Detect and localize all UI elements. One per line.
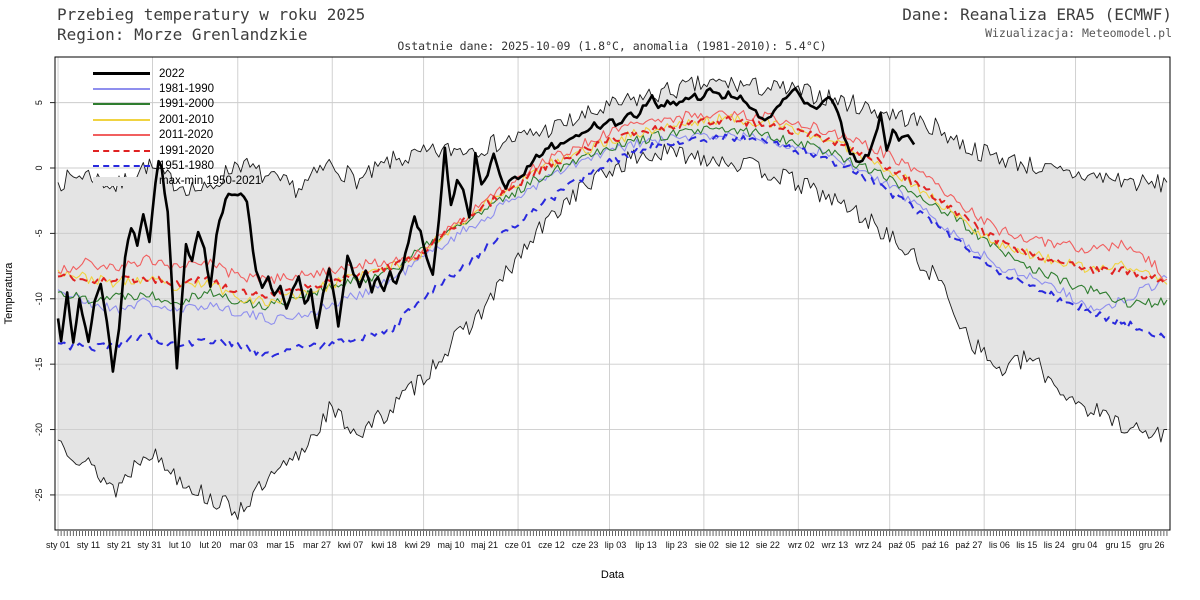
x-tick-label: sty 11	[77, 540, 100, 550]
legend-item-1991-2020: 1991-2020	[93, 143, 261, 158]
series-line-1991-2020	[57, 115, 1168, 299]
legend-label: 1991-2020	[159, 144, 214, 157]
page-title: Przebieg temperatury w roku 2025	[57, 5, 366, 24]
source-header: Dane: Reanaliza ERA5 (ECMWF) Wizualizacj…	[902, 5, 1172, 41]
y-tick-label: -10	[34, 292, 44, 305]
x-tick-label: wrz 24	[854, 540, 882, 550]
legend-swatch-1981-1990-line	[93, 88, 150, 91]
legend-swatch-2001-2010-line	[93, 118, 150, 121]
legend-label: max-min 1950-2021	[159, 175, 262, 188]
x-tick-label: lip 23	[666, 540, 688, 550]
x-tick-label: sie 02	[695, 540, 719, 550]
x-tick-label: kwi 29	[405, 540, 431, 550]
x-tick-label: paź 16	[922, 540, 949, 550]
data-source-label: Dane: Reanaliza ERA5 (ECMWF)	[902, 5, 1172, 24]
legend-item-2022: 2022	[93, 66, 261, 81]
x-tick-label: kwi 18	[371, 540, 397, 550]
y-tick-label: -5	[34, 229, 44, 237]
series-line-2011-2020	[57, 109, 1168, 285]
legend-item-1981-1990: 1981-1990	[93, 81, 261, 96]
min-boundary-line	[57, 143, 1168, 520]
x-tick-label: mar 03	[230, 540, 258, 550]
legend-swatch-2011-2020-line	[93, 134, 150, 137]
x-tick-label: wrz 02	[787, 540, 815, 550]
legend-label: 1981-1990	[159, 83, 214, 96]
x-axis-title: Data	[601, 569, 625, 581]
y-tick-label: 0	[34, 165, 44, 170]
x-tick-label: lis 15	[1016, 540, 1037, 550]
x-tick-label: cze 12	[538, 540, 565, 550]
legend-label: 2022	[159, 67, 185, 80]
legend-label: 1951-1980	[159, 160, 214, 173]
x-tick-label: kwi 07	[338, 540, 364, 550]
x-tick-label: lip 03	[605, 540, 627, 550]
x-tick-label: gru 15	[1105, 540, 1131, 550]
x-tick-label: paź 05	[888, 540, 915, 550]
x-tick-label: sie 22	[756, 540, 780, 550]
legend-item-max-min-band: max-min 1950-2021	[93, 174, 261, 189]
legend-label: 2001-2010	[159, 113, 214, 126]
x-tick-label: maj 21	[471, 540, 498, 550]
legend-label: 2011-2020	[159, 129, 214, 142]
x-tick-label: sty 01	[46, 540, 70, 550]
legend-item-1951-1980: 1951-1980	[93, 158, 261, 173]
x-tick-label: maj 10	[438, 540, 465, 550]
last-data-subtitle: Ostatnie dane: 2025-10-09 (1.8°C, anomal…	[397, 39, 827, 53]
legend-swatch-1951-1980-dashed-line	[93, 165, 150, 168]
y-tick-label: -20	[34, 423, 44, 436]
x-tick-label: paź 27	[955, 540, 982, 550]
series-line-2001-2010	[57, 113, 1168, 307]
legend-item-2011-2020: 2011-2020	[93, 128, 261, 143]
legend-label: 1991-2000	[159, 98, 214, 111]
x-tick-label: mar 27	[303, 540, 331, 550]
visualization-credit: Wizualizacja: Meteomodel.pl	[985, 26, 1172, 40]
chart-legend: 2022 1981-1990 1991-2000 2001-2010 2011-…	[93, 66, 261, 189]
x-tick-label: wrz 13	[821, 540, 849, 550]
region-subtitle: Region: Morze Grenlandzkie	[57, 25, 308, 44]
series-line-2022	[56, 87, 916, 373]
x-tick-label: lip 13	[635, 540, 657, 550]
legend-swatch-1991-2000-line	[93, 103, 150, 106]
legend-swatch-max-min-band	[93, 176, 150, 186]
legend-item-2001-2010: 2001-2010	[93, 112, 261, 127]
y-tick-label: -15	[34, 358, 44, 371]
x-tick-label: cze 01	[505, 540, 532, 550]
y-axis-title: Temperatura	[3, 262, 15, 325]
y-tick-label: 5	[34, 100, 44, 105]
x-tick-label: gru 26	[1139, 540, 1165, 550]
x-tick-label: cze 23	[572, 540, 599, 550]
x-tick-label: lut 10	[169, 540, 191, 550]
x-tick-label: sty 31	[137, 540, 161, 550]
max-boundary-line	[57, 75, 1168, 199]
x-tick-label: lut 20	[199, 540, 221, 550]
x-tick-label: lis 06	[989, 540, 1010, 550]
y-tick-label: -25	[34, 488, 44, 501]
x-tick-label: mar 15	[266, 540, 294, 550]
legend-item-1991-2000: 1991-2000	[93, 97, 261, 112]
x-tick-label: sie 12	[725, 540, 749, 550]
plot-border	[54, 56, 1171, 531]
legend-swatch-1991-2020-dashed-line	[93, 149, 150, 152]
x-tick-label: gru 04	[1072, 540, 1098, 550]
x-tick-label: lis 24	[1044, 540, 1065, 550]
x-tick-label: sty 21	[107, 540, 131, 550]
legend-swatch-current-year-line	[93, 72, 150, 76]
chart-header: Przebieg temperatury w roku 2025 Region:…	[57, 5, 365, 45]
series-line-1981-1990	[57, 131, 1168, 325]
